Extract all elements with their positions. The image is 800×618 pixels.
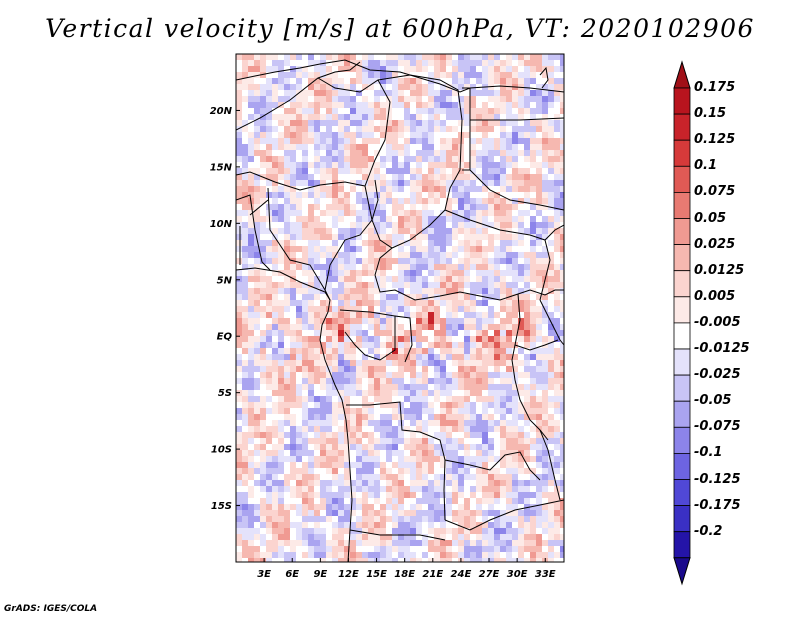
colorbar-swatch bbox=[673, 87, 691, 115]
colorbar-label: 0.025 bbox=[694, 236, 736, 252]
colorbar-label: 0.15 bbox=[694, 106, 727, 122]
velocity-field bbox=[236, 54, 564, 562]
lat-tick-label: 10N bbox=[210, 219, 233, 230]
lon-tick-label: 15E bbox=[366, 569, 387, 580]
colorbar-label: -0.005 bbox=[694, 314, 741, 330]
lon-tick-label: 3E bbox=[257, 569, 271, 580]
colorbar-swatch bbox=[673, 296, 691, 324]
lon-tick-label: 21E bbox=[422, 569, 443, 580]
lon-tick-label: 18E bbox=[394, 569, 415, 580]
colorbar-label: -0.025 bbox=[694, 367, 741, 383]
colorbar-swatch bbox=[673, 452, 691, 480]
lon-tick-label: 6E bbox=[285, 569, 299, 580]
lat-tick-label: 5S bbox=[218, 388, 232, 399]
colorbar-swatch bbox=[673, 191, 691, 219]
colorbar-label: 0.05 bbox=[694, 210, 727, 226]
colorbar-label: 0.1 bbox=[694, 158, 718, 174]
colorbar-swatch bbox=[673, 139, 691, 167]
lat-axis: 20N 15N 10N 5N EQ 5S 10S 15S bbox=[210, 106, 240, 512]
lon-axis: 3E 6E 9E 12E 15E 18E 21E 24E 27E 30E 33E bbox=[257, 558, 556, 580]
credit-text: GrADS: IGES/COLA bbox=[4, 604, 98, 614]
lon-tick-label: 27E bbox=[479, 569, 500, 580]
colorbar-label: 0.005 bbox=[694, 288, 736, 304]
lat-tick-label: 20N bbox=[210, 106, 233, 117]
colorbar-swatch bbox=[673, 374, 691, 402]
colorbar-label: -0.0125 bbox=[694, 341, 750, 356]
colorbar-top-arrow bbox=[673, 60, 691, 89]
colorbar-swatch bbox=[673, 348, 691, 376]
colorbar-swatch bbox=[673, 531, 691, 559]
colorbar-bottom-arrow bbox=[673, 557, 691, 586]
colorbar-swatch bbox=[673, 165, 691, 193]
colorbar-swatch bbox=[673, 479, 691, 507]
lon-tick-label: 24E bbox=[451, 569, 472, 580]
colorbar-swatch bbox=[673, 244, 691, 272]
colorbar-swatch bbox=[673, 270, 691, 298]
colorbar-swatch bbox=[673, 505, 691, 533]
colorbar-swatch bbox=[673, 322, 691, 350]
colorbar-label: 0.175 bbox=[694, 80, 736, 95]
lon-tick-label: 12E bbox=[338, 569, 359, 580]
colorbar-label: -0.125 bbox=[694, 471, 741, 487]
map-frame bbox=[235, 53, 565, 563]
colorbar-swatch bbox=[673, 113, 691, 141]
lat-tick-label: 15S bbox=[211, 501, 232, 512]
chart-title: Vertical velocity [m/s] at 600hPa, VT: 2… bbox=[45, 14, 755, 43]
colorbar-label: -0.2 bbox=[694, 523, 723, 539]
colorbar-swatch bbox=[673, 400, 691, 428]
lon-tick-label: 9E bbox=[313, 569, 327, 580]
colorbar-label: -0.05 bbox=[694, 393, 732, 409]
colorbar-label: 0.0125 bbox=[694, 262, 745, 278]
lat-tick-label: 5N bbox=[217, 275, 233, 286]
lat-tick-label: 10S bbox=[211, 445, 232, 456]
colorbar bbox=[673, 60, 691, 586]
colorbar-swatch bbox=[673, 218, 691, 246]
colorbar-label: 0.125 bbox=[694, 132, 736, 148]
colorbar-label: -0.075 bbox=[694, 419, 741, 435]
lat-tick-label: 15N bbox=[210, 162, 233, 173]
colorbar-label: 0.075 bbox=[694, 184, 736, 200]
country-borders bbox=[236, 59, 564, 562]
lon-tick-label: 30E bbox=[507, 569, 528, 580]
lat-tick-label: EQ bbox=[217, 332, 233, 343]
lon-tick-label: 33E bbox=[535, 569, 556, 580]
colorbar-swatch bbox=[673, 426, 691, 454]
colorbar-label: -0.1 bbox=[694, 445, 723, 461]
colorbar-label: -0.175 bbox=[694, 497, 741, 513]
